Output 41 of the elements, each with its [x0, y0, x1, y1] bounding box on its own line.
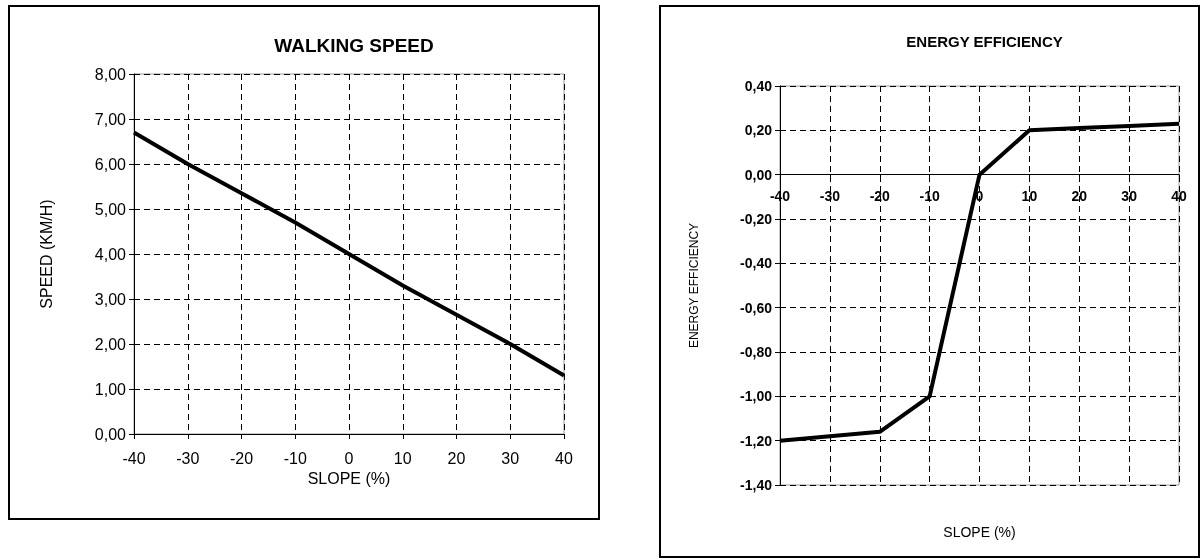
y-tick-label: 0,40 — [744, 78, 773, 94]
y-axis-title: SPEED (KM/H) — [37, 199, 55, 309]
x-tick-label: 30 — [501, 449, 520, 467]
chart-title: ENERGY EFFICIENCY — [906, 33, 1063, 50]
y-tick-label: -0,60 — [740, 299, 773, 316]
x-tick-label: 10 — [393, 449, 412, 467]
chart-title: WALKING SPEED — [274, 35, 434, 56]
x-tick-label: 30 — [1121, 187, 1138, 204]
x-tick-label: -20 — [869, 187, 891, 204]
y-tick-label: -1,40 — [740, 477, 773, 493]
x-tick-label: 40 — [555, 449, 573, 467]
y-tick-label: 1,00 — [94, 380, 127, 398]
y-tick-label: -1,00 — [740, 388, 773, 405]
x-axis-title: SLOPE (%) — [943, 523, 1016, 540]
x-axis-title: SLOPE (%) — [307, 470, 391, 488]
y-tick-label: 0,00 — [744, 166, 773, 183]
x-tick-label: 40 — [1171, 187, 1187, 204]
y-tick-label: -0,40 — [740, 255, 773, 272]
y-tick-label: 0,00 — [94, 425, 127, 443]
y-tick-label: -1,20 — [740, 432, 773, 449]
x-tick-label: -20 — [229, 449, 254, 467]
y-tick-label: 7,00 — [94, 110, 127, 128]
x-tick-label: -30 — [176, 449, 200, 467]
x-tick-label: -30 — [819, 187, 841, 204]
x-tick-label: -10 — [283, 449, 307, 467]
y-tick-label: -0,80 — [740, 344, 773, 360]
y-axis-title: ENERGY EFFICIENCY — [687, 222, 701, 349]
y-tick-label: 8,00 — [94, 65, 127, 83]
y-tick-label: 2,00 — [94, 335, 127, 353]
y-tick-label: -0,20 — [740, 211, 773, 227]
x-tick-label: 0 — [344, 449, 354, 467]
x-tick-label: 20 — [447, 449, 466, 467]
y-tick-label: 4,00 — [94, 245, 127, 263]
x-tick-label: -40 — [122, 449, 146, 467]
y-tick-label: 3,00 — [94, 290, 127, 308]
x-tick-label: 20 — [1071, 187, 1088, 204]
y-tick-label: 6,00 — [94, 155, 127, 173]
y-tick-label: 0,20 — [744, 122, 773, 139]
x-tick-label: -10 — [919, 187, 940, 204]
x-tick-label: 10 — [1021, 187, 1038, 204]
y-tick-label: 5,00 — [94, 200, 127, 218]
